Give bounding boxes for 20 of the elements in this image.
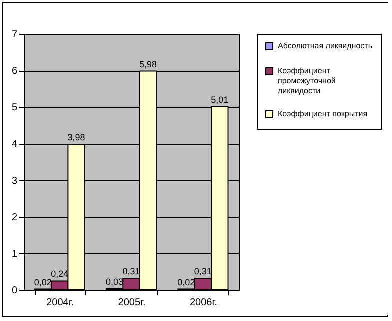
y-tick-label: 7	[12, 30, 18, 40]
legend-label: Коэффициент промежуточной ликвидости	[278, 66, 336, 96]
legend-label: Коэффициент покрытия	[278, 110, 368, 118]
data-label: 0,02	[34, 277, 52, 288]
y-tick-label: 0	[12, 286, 18, 296]
y-tick-label: 3	[12, 176, 18, 187]
y-tick-label: 2	[12, 212, 18, 224]
y-tick-label: 6	[12, 66, 18, 78]
legend-label: Абсолютная ликвидность	[278, 42, 372, 50]
x-tick-label: 2006г.	[190, 298, 218, 308]
x-tick-label: 2005г.	[118, 298, 146, 308]
y-tick-label: 1	[12, 248, 18, 260]
data-label: 5,98	[139, 59, 157, 70]
data-label: 3,98	[68, 132, 86, 142]
data-label: 0,02	[178, 277, 196, 288]
y-tick-label: 4	[12, 139, 18, 150]
y-tick-label: 5	[12, 102, 18, 114]
data-label: 5,01	[211, 94, 229, 105]
x-tick-label: 2004г.	[46, 298, 74, 308]
data-label: 0,31	[122, 266, 140, 277]
